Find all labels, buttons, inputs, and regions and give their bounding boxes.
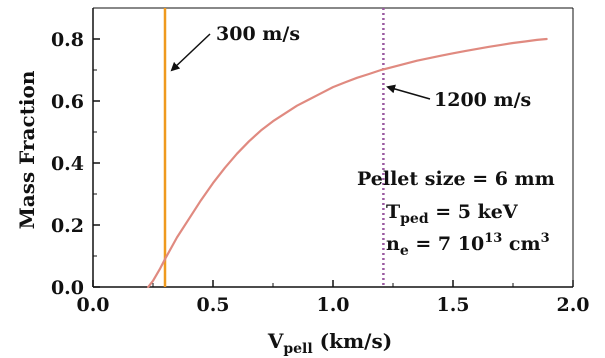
x-tick-label: 0.0 — [76, 294, 109, 316]
y-tick-labels: 0.0 0.2 0.4 0.6 0.8 — [51, 29, 84, 299]
x-tick-label: 0.5 — [196, 294, 229, 316]
y-axis-title: Mass Fraction — [15, 70, 39, 229]
x-tick-label: 1.0 — [316, 294, 349, 316]
y-tick-label: 0.6 — [51, 91, 84, 113]
arrow-300 — [170, 33, 211, 72]
x-tick-labels: 0.0 0.5 1.0 1.5 2.0 — [76, 294, 589, 316]
tick-marks — [92, 7, 574, 288]
x-tick-label: 2.0 — [556, 294, 589, 316]
label-1200-group: 1200 m/s — [386, 84, 531, 111]
x-tick-label: 1.5 — [436, 294, 469, 316]
tped-annotation: Tped = 5 keV — [386, 201, 519, 227]
label-1200: 1200 m/s — [434, 89, 531, 111]
label-300-group: 300 m/s — [170, 23, 300, 72]
series-group — [147, 37, 548, 289]
x-axis-title: Vpell (km/s) — [267, 329, 392, 357]
y-tick-label: 0.8 — [51, 29, 84, 51]
pellet-size-annotation: Pellet size = 6 mm — [357, 168, 555, 190]
ne-annotation: ne = 7 1013 cm3 — [386, 231, 550, 259]
arrow-1200 — [386, 84, 431, 100]
mass-fraction-curve — [147, 37, 548, 289]
velocity-markers — [163, 8, 385, 287]
y-tick-label: 0.2 — [51, 215, 84, 237]
label-300: 300 m/s — [216, 23, 300, 45]
y-tick-label: 0.4 — [51, 153, 84, 175]
y-tick-label: 0.0 — [51, 277, 84, 299]
